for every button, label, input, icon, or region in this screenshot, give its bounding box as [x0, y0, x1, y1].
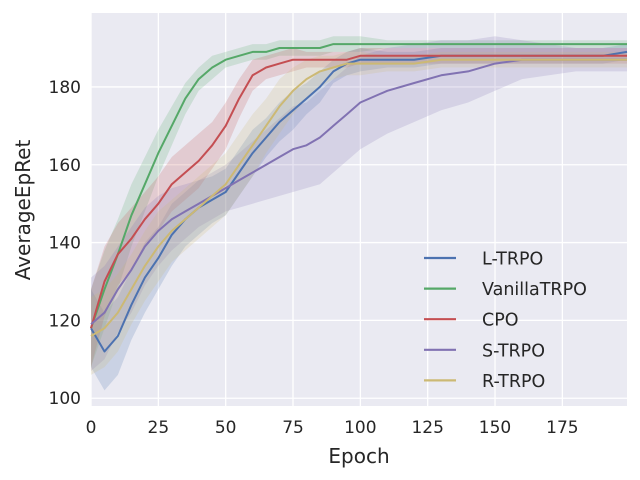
y-tick-label: 180	[49, 78, 81, 98]
line-cpo	[90, 54, 627, 329]
x-tick-label: 75	[282, 418, 304, 438]
x-tick-label: 150	[479, 418, 511, 438]
x-tick-label: 100	[344, 418, 376, 438]
legend-label-s-trpo: S-TRPO	[482, 341, 545, 361]
y-axis-label: AverageEpRet	[11, 140, 35, 281]
y-axis-ticks: 100 120 140 160 180	[49, 78, 81, 409]
plot-area	[91, 13, 627, 406]
y-tick-label: 120	[49, 311, 81, 331]
band-r-trpo	[91, 51, 627, 375]
legend-label-vanillatrpo: VanillaTRPO	[482, 280, 587, 300]
legend-label-l-trpo: L-TRPO	[482, 250, 543, 270]
line-r-trpo	[90, 58, 627, 337]
legend: L-TRPO VanillaTRPO CPO S-TRPO R-TRPO	[424, 250, 587, 392]
legend-label-cpo: CPO	[482, 311, 519, 331]
line-vanillatrpo	[90, 43, 627, 329]
legend-label-r-trpo: R-TRPO	[482, 372, 545, 392]
y-tick-label: 100	[49, 389, 81, 409]
x-tick-label: 175	[546, 418, 578, 438]
x-tick-label: 25	[148, 418, 170, 438]
series-lines	[90, 43, 628, 353]
x-axis-ticks: 0 25 50 75 100 125 150 175	[86, 418, 579, 438]
y-tick-label: 160	[49, 156, 81, 176]
band-l-trpo	[91, 44, 627, 391]
grid	[90, 13, 627, 406]
x-tick-label: 125	[411, 418, 443, 438]
x-tick-label: 50	[215, 418, 237, 438]
x-axis-label: Epoch	[328, 444, 389, 468]
line-s-trpo	[90, 58, 627, 326]
x-tick-label: 0	[86, 418, 97, 438]
y-tick-label: 140	[49, 234, 81, 254]
